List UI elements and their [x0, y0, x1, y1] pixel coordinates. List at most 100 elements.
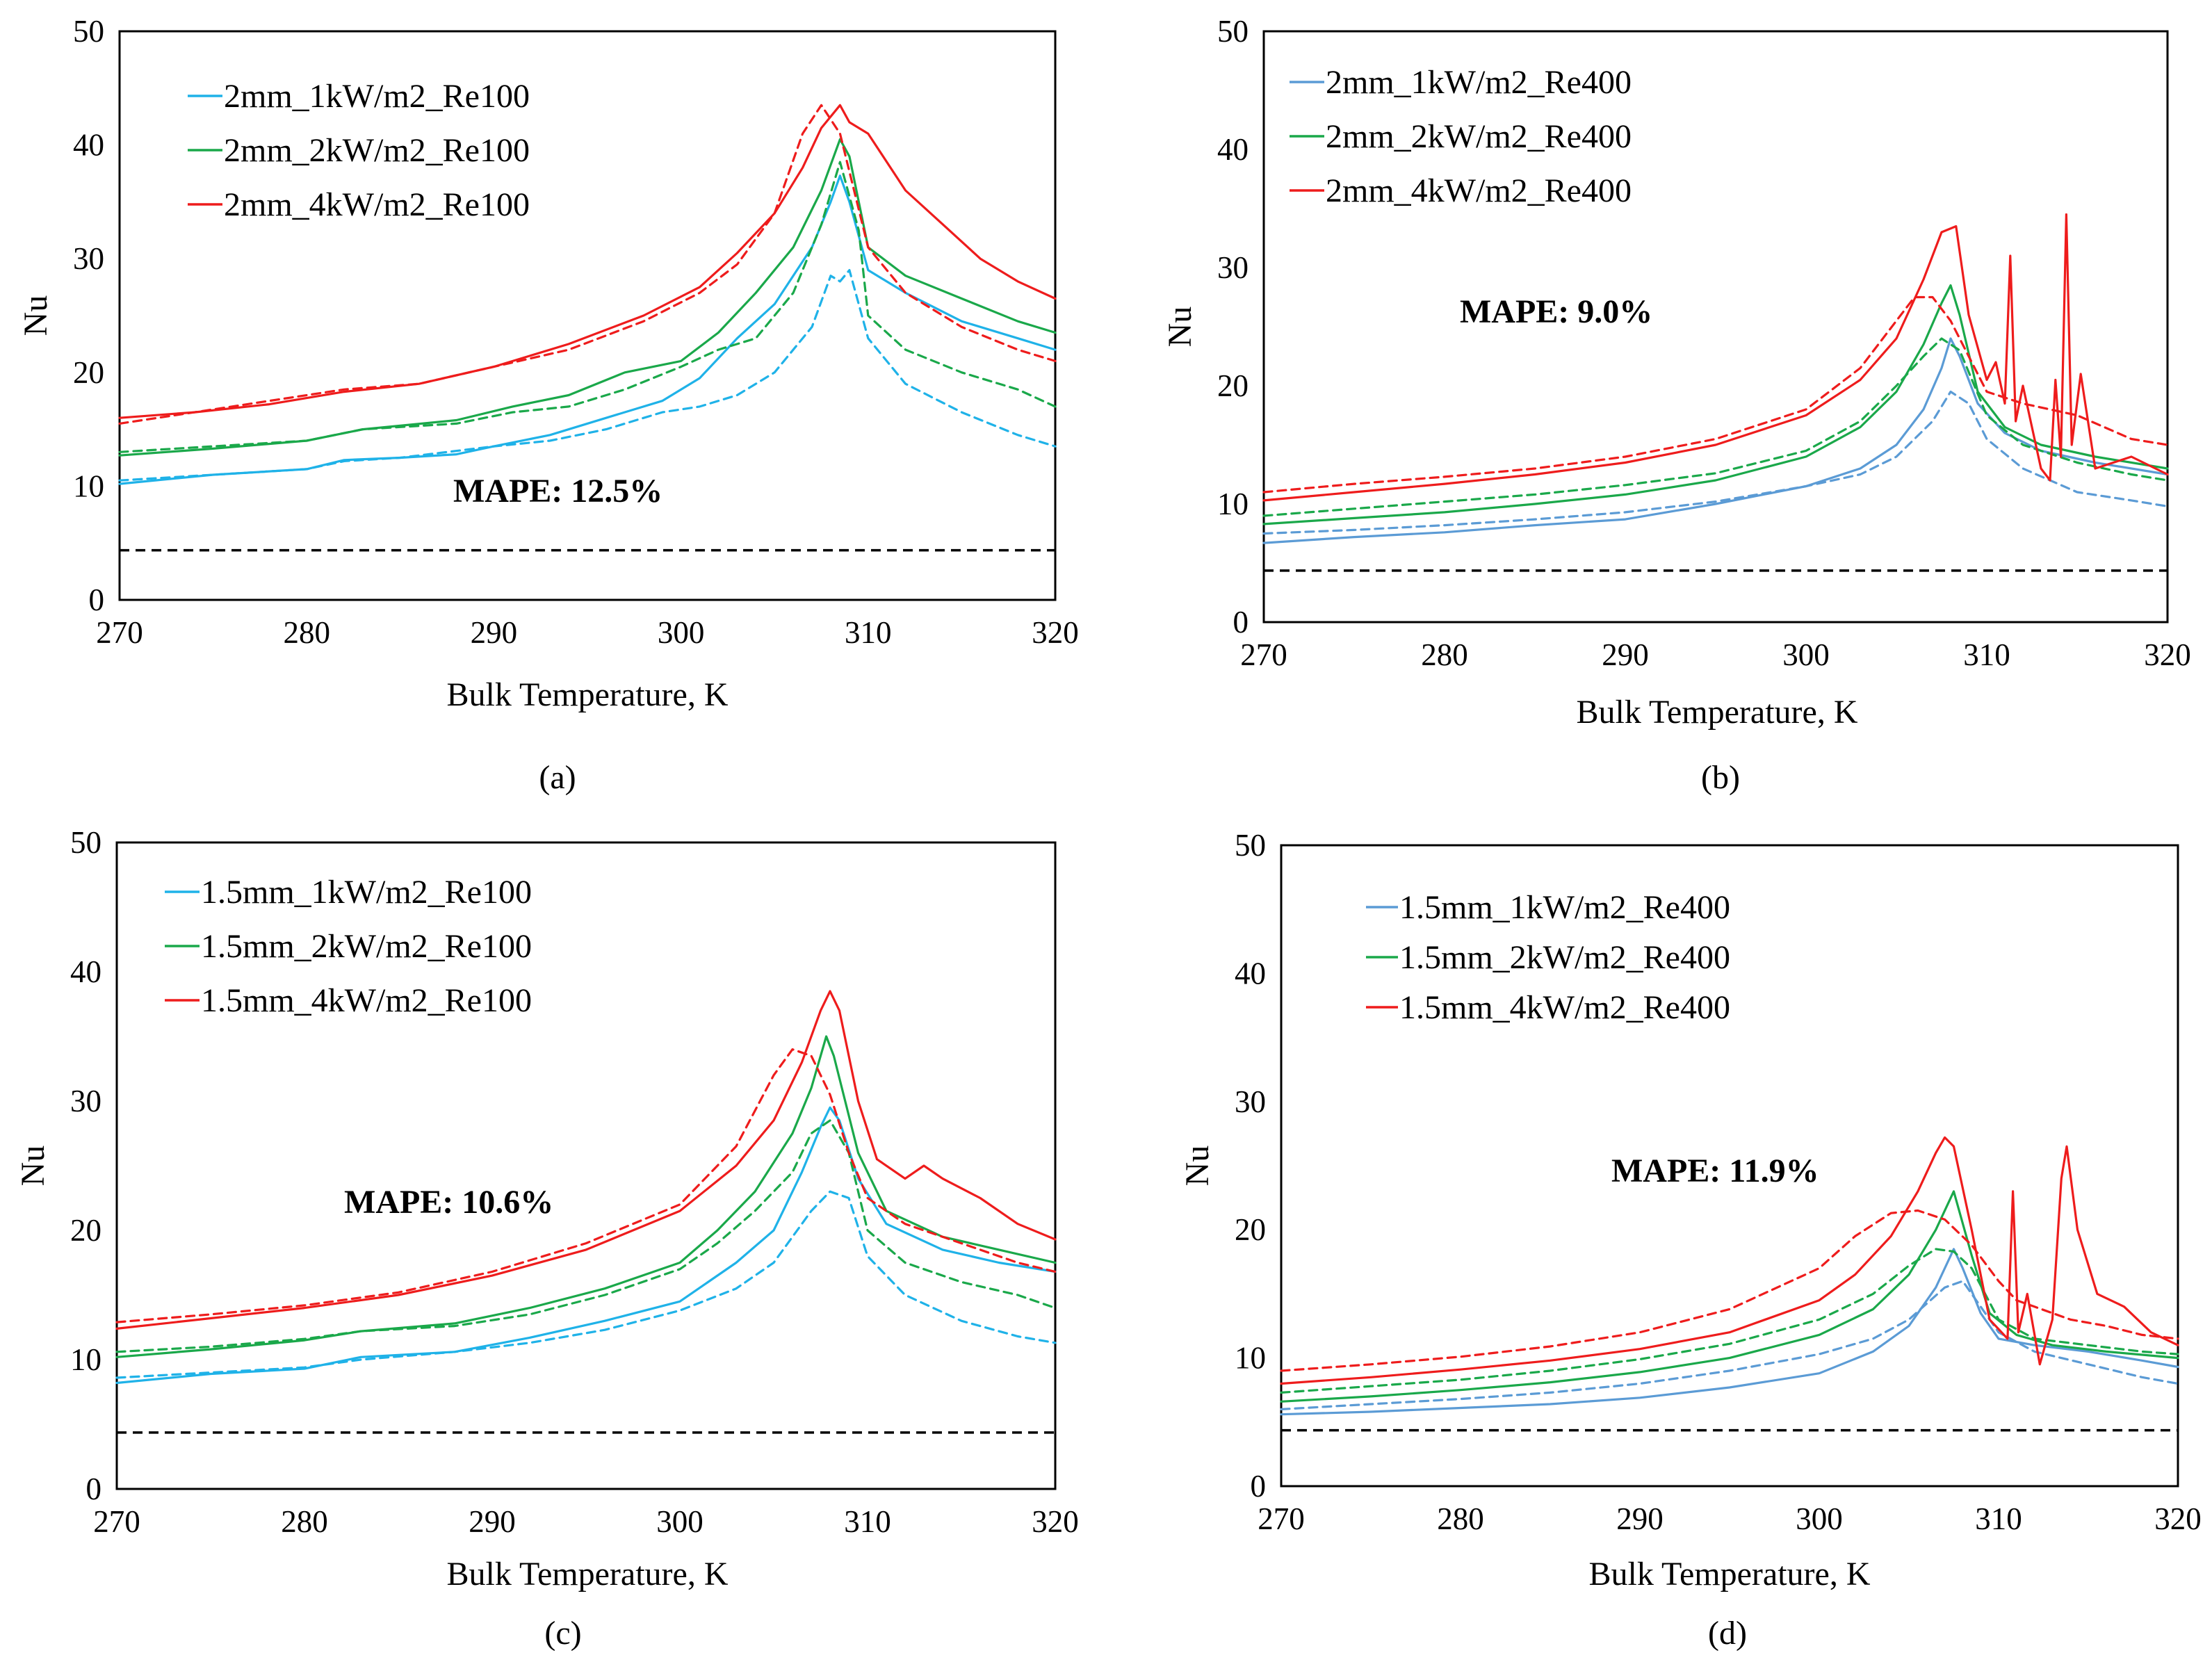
x-tick-label: 290 — [1616, 1501, 1664, 1536]
legend-label: 1.5mm_4kW/m2_Re400 — [1399, 989, 1730, 1026]
plot-area — [1280, 844, 2179, 1488]
x-tick-label: 270 — [96, 615, 143, 650]
mape-annotation: MAPE: 10.6% — [344, 1184, 553, 1221]
x-tick-label: 300 — [658, 615, 705, 650]
y-tick-label: 0 — [1233, 605, 1249, 640]
y-axis-title: Nu — [1179, 1146, 1216, 1187]
x-tick-label: 320 — [2154, 1501, 2202, 1536]
mape-annotation: MAPE: 12.5% — [453, 473, 662, 510]
series-line-1-5mm-1kw-m2-re400-pred- — [1280, 1280, 2179, 1410]
x-tick-label: 310 — [1975, 1501, 2022, 1536]
x-axis-title: Bulk Temperature, K — [447, 1556, 729, 1593]
legend-item: 1.5mm_4kW/m2_Re400 — [1366, 989, 1730, 1026]
y-tick-label: 0 — [1251, 1469, 1267, 1504]
legend-item: 1.5mm_1kW/m2_Re400 — [1366, 889, 1730, 926]
plot-area — [1262, 30, 2169, 624]
x-tick-label: 290 — [1602, 637, 1649, 672]
y-tick-label: 50 — [1235, 828, 1266, 863]
x-tick-label: 280 — [1437, 1501, 1484, 1536]
series-line-2mm-2kw-m2-re400 — [1262, 284, 2169, 526]
x-axis-title: Bulk Temperature, K — [1589, 1556, 1871, 1593]
y-tick-label: 50 — [1217, 14, 1249, 49]
x-tick-label: 290 — [469, 1504, 516, 1539]
y-axis-title: Nu — [15, 1146, 51, 1187]
panel-caption: (a) — [539, 759, 576, 796]
legend-label: 2mm_2kW/m2_Re100 — [224, 132, 530, 169]
legend-item: 1.5mm_2kW/m2_Re100 — [165, 928, 532, 965]
legend-item: 2mm_1kW/m2_Re400 — [1290, 64, 1632, 101]
y-tick-label: 40 — [73, 128, 104, 163]
plot-area — [115, 841, 1057, 1490]
y-axis-title: Nu — [17, 295, 54, 336]
y-tick-label: 30 — [1217, 250, 1249, 285]
legend-label: 1.5mm_4kW/m2_Re100 — [201, 982, 532, 1019]
legend-label: 1.5mm_1kW/m2_Re400 — [1399, 889, 1730, 926]
x-tick-label: 300 — [1796, 1501, 1843, 1536]
y-tick-label: 20 — [70, 1213, 101, 1248]
y-tick-label: 20 — [73, 355, 104, 390]
legend-label: 2mm_4kW/m2_Re100 — [224, 186, 530, 223]
x-tick-label: 290 — [471, 615, 518, 650]
y-tick-label: 30 — [1235, 1084, 1266, 1119]
series-line-1-5mm-4kw-m2-re400 — [1280, 1136, 2179, 1385]
series-line-1-5mm-1kw-m2-re100-pred- — [115, 1190, 1057, 1379]
series-line-1-5mm-1kw-m2-re100 — [115, 1106, 1057, 1385]
y-tick-label: 40 — [70, 954, 101, 989]
x-tick-label: 280 — [1421, 637, 1468, 672]
mape-annotation: MAPE: 11.9% — [1611, 1152, 1819, 1189]
legend-item: 2mm_4kW/m2_Re400 — [1290, 172, 1632, 209]
legend-item: 2mm_4kW/m2_Re100 — [188, 186, 530, 223]
x-axis-title: Bulk Temperature, K — [447, 676, 729, 713]
legend-label: 1.5mm_2kW/m2_Re100 — [201, 928, 532, 965]
x-tick-label: 300 — [1782, 637, 1830, 672]
series-line-2mm-4kw-m2-re400 — [1262, 213, 2169, 502]
series-line-2mm-4kw-m2-re100-pred- — [118, 104, 1057, 425]
x-tick-label: 270 — [93, 1504, 140, 1539]
legend-item: 2mm_2kW/m2_Re400 — [1290, 118, 1632, 155]
x-tick-label: 270 — [1258, 1501, 1305, 1536]
series-line-2mm-1kw-m2-re400-pred- — [1262, 390, 2169, 535]
series-line-1-5mm-4kw-m2-re100-pred- — [115, 1048, 1057, 1323]
series-line-1-5mm-4kw-m2-re100 — [115, 990, 1057, 1330]
y-tick-label: 50 — [73, 14, 104, 49]
series-line-2mm-2kw-m2-re400-pred- — [1262, 337, 2169, 517]
x-axis-title: Bulk Temperature, K — [1577, 694, 1858, 731]
panel-caption: (b) — [1701, 759, 1740, 796]
x-tick-label: 280 — [283, 615, 330, 650]
y-tick-label: 10 — [70, 1342, 101, 1377]
legend-label: 2mm_2kW/m2_Re400 — [1326, 118, 1632, 155]
legend-label: 1.5mm_1kW/m2_Re100 — [201, 874, 532, 911]
legend-item: 1.5mm_1kW/m2_Re100 — [165, 874, 532, 911]
x-tick-label: 310 — [1963, 637, 2010, 672]
x-tick-label: 300 — [656, 1504, 704, 1539]
x-tick-label: 320 — [1032, 615, 1079, 650]
x-tick-label: 320 — [1032, 1504, 1079, 1539]
mape-annotation: MAPE: 9.0% — [1460, 293, 1652, 330]
x-tick-label: 320 — [2144, 637, 2191, 672]
legend-item: 2mm_1kW/m2_Re100 — [188, 78, 530, 115]
series-line-2mm-4kw-m2-re400-pred- — [1262, 295, 2169, 494]
panel-caption: (c) — [544, 1615, 581, 1652]
y-tick-label: 20 — [1235, 1212, 1266, 1247]
legend-item: 1.5mm_4kW/m2_Re100 — [165, 982, 532, 1019]
series-line-1-5mm-4kw-m2-re400-pred- — [1280, 1209, 2179, 1372]
y-tick-label: 30 — [70, 1084, 101, 1118]
series-line-1-5mm-2kw-m2-re400-pred- — [1280, 1248, 2179, 1394]
chart-panel-d: 0 10 20 30 40 50 270 280 290 300 310 320 Bulk Temper… — [1179, 828, 2202, 1652]
y-tick-label: 40 — [1235, 956, 1266, 991]
legend-label: 2mm_1kW/m2_Re100 — [224, 78, 530, 115]
y-tick-label: 0 — [89, 583, 105, 617]
legend-item: 2mm_2kW/m2_Re100 — [188, 132, 530, 169]
series-line-1-5mm-2kw-m2-re400 — [1280, 1190, 2179, 1403]
x-tick-label: 310 — [844, 1504, 891, 1539]
series-line-2mm-2kw-m2-re100-pred- — [118, 161, 1057, 453]
chart-panel-a: 0 10 20 30 40 50 270 280 290 300 310 320 Bulk Temper… — [17, 14, 1079, 796]
x-tick-label: 310 — [845, 615, 892, 650]
series-line-2mm-1kw-m2-re100-pred- — [118, 269, 1057, 482]
y-tick-label: 20 — [1217, 368, 1249, 403]
y-tick-label: 0 — [86, 1472, 102, 1506]
legend-item: 1.5mm_2kW/m2_Re400 — [1366, 939, 1730, 976]
y-tick-label: 40 — [1217, 132, 1249, 167]
series-line-1-5mm-2kw-m2-re100-pred- — [115, 1119, 1057, 1353]
